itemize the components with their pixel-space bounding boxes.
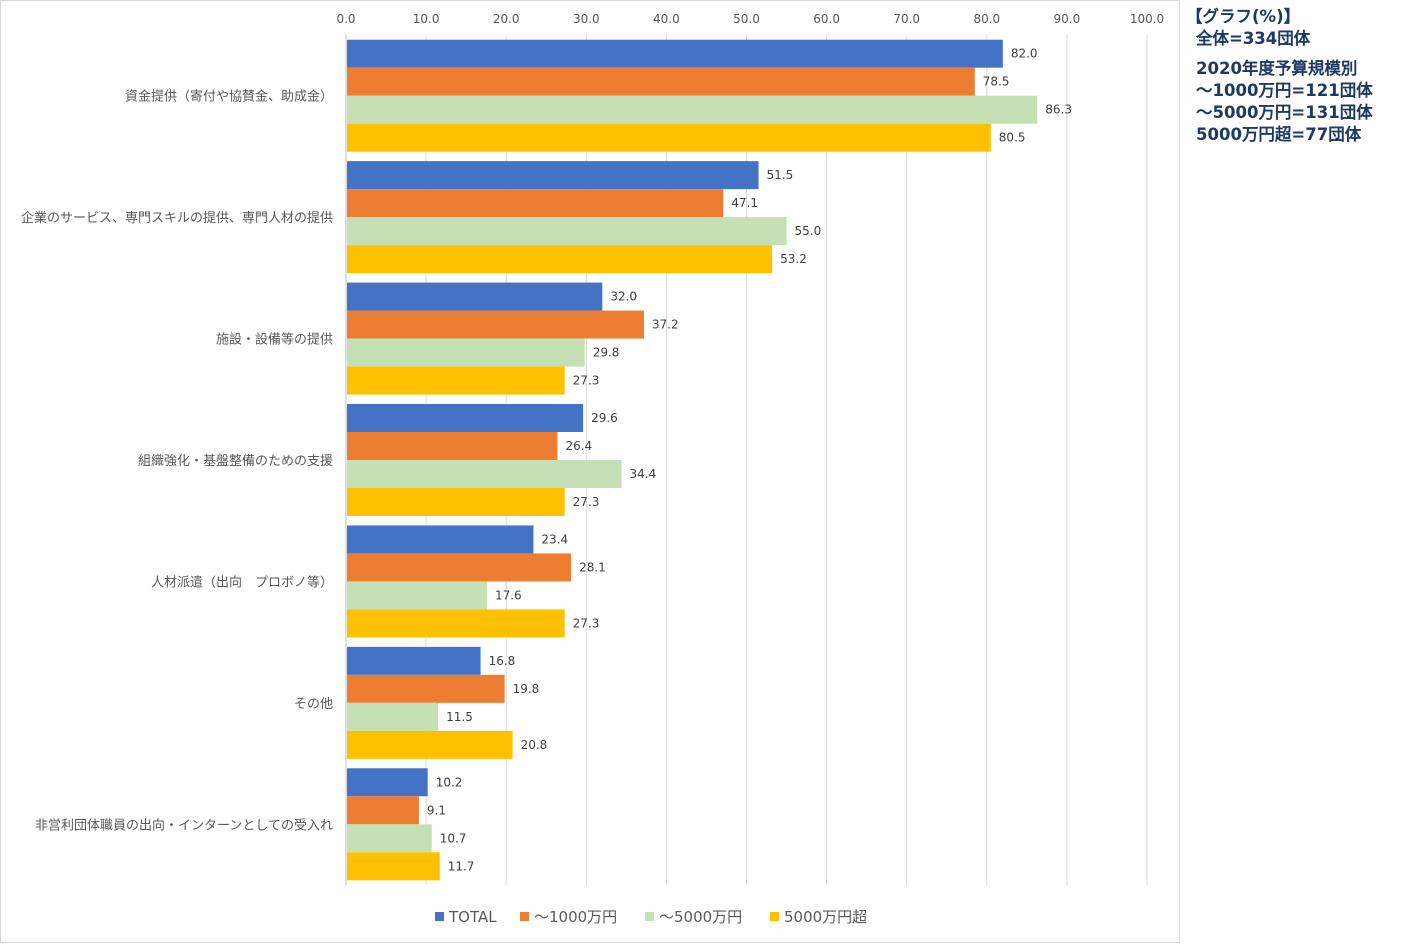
bar [347,123,991,152]
bar [347,366,565,395]
data-label: 53.2 [780,252,807,266]
x-tick-label: 0.0 [336,12,355,26]
data-label: 29.8 [593,346,620,360]
notes-total: 全体=334団体 [1196,29,1311,48]
category-label: 非営利団体職員の出向・インターンとしての受入れ [35,817,333,833]
data-label: 9.1 [427,803,446,817]
data-label: 29.6 [591,411,618,425]
data-label: 32.0 [610,290,637,304]
value-labels: 82.078.5 86.3 80.5 51.5 47.1 55.0 53.2 32.0 37.2… [427,47,1072,874]
bar [347,553,572,582]
x-tick-label: 20.0 [493,12,520,26]
notes-breakdown-title: 2020年度予算規模別 [1196,59,1358,78]
legend-swatch [520,912,529,921]
data-label: 86.3 [1045,103,1072,117]
data-label: 27.3 [573,374,600,388]
data-label: 47.1 [731,196,758,210]
bar [347,338,585,367]
bar [347,460,622,488]
data-label: 82.0 [1011,47,1038,61]
x-tick-label: 90.0 [1054,12,1081,26]
notes-line-3: 5000万円超=77団体 [1196,125,1362,144]
category-label: 人材派遣（出向 プロボノ等） [151,574,333,590]
x-tick-label: 100.0 [1130,12,1164,26]
bar [347,282,603,311]
bar [347,217,787,246]
bar [347,824,432,853]
bar [347,67,975,96]
chart-frame: 0.0 10.0 20.0 30.0 40.0 50.0 60.0 70.0 80.0 90.0 1… [0,0,1180,943]
bar [347,404,584,432]
legend-swatch [435,912,444,921]
notes-line-2: ～5000万円=131団体 [1196,103,1373,122]
bar [347,674,505,703]
notes-title: 【グラフ(%)】 [1186,7,1301,26]
category-labels: 資金提供（寄付や協賛金、助成金） 企業のサービス、専門スキルの提供、専門人材の提供… [21,89,333,834]
bar [347,189,724,218]
category-label: 資金提供（寄付や協賛金、助成金） [125,89,333,105]
data-label: 80.5 [999,131,1026,145]
data-label: 23.4 [541,532,568,546]
legend-label: ～5000万円 [659,908,742,926]
x-tick-label: 60.0 [813,12,840,26]
chart-notes: 【グラフ(%)】 全体=334団体 2020年度予算規模別 ～1000万円=12… [1186,6,1401,146]
data-label: 55.0 [795,224,822,238]
bar [347,852,440,881]
bar [347,161,759,190]
legend-label: 5000万円超 [784,908,867,926]
x-tick-label: 40.0 [653,12,680,26]
data-label: 11.5 [446,710,473,724]
bar [347,646,481,675]
category-label: その他 [294,697,333,712]
x-tick-label: 30.0 [573,12,600,26]
category-label: 企業のサービス、専門スキルの提供、専門人材の提供 [21,210,333,226]
data-label: 16.8 [489,654,516,668]
data-label: 26.4 [565,439,592,453]
legend-label: TOTAL [448,908,497,926]
bars [347,39,1038,881]
data-label: 51.5 [767,168,794,182]
data-label: 37.2 [652,318,679,332]
bar [347,310,644,339]
legend-label: ～1000万円 [534,908,617,926]
bar [347,702,439,731]
data-label: 27.3 [573,495,600,509]
data-label: 78.5 [983,75,1010,89]
x-tick-label: 10.0 [413,12,440,26]
data-label: 10.7 [440,831,467,845]
data-label: 27.3 [573,616,600,630]
data-label: 28.1 [579,560,606,574]
data-label: 34.4 [630,467,657,481]
bar [347,525,534,554]
x-axis-ticks: 0.0 10.0 20.0 30.0 40.0 50.0 60.0 70.0 80.0 90.0 1… [336,12,1164,26]
x-tick-label: 80.0 [973,12,1000,26]
bar [347,95,1038,124]
legend-swatch [770,912,779,921]
bar [347,39,1003,68]
data-label: 20.8 [521,738,548,752]
x-tick-label: 70.0 [893,12,920,26]
data-label: 10.2 [436,775,463,789]
bar [347,581,487,610]
legend: TOTAL ～1000万円 ～5000万円 5000万円超 [435,908,867,926]
data-label: 17.6 [495,588,522,602]
notes-line-1: ～1000万円=121団体 [1196,81,1373,100]
bar-chart: 0.0 10.0 20.0 30.0 40.0 50.0 60.0 70.0 80.0 90.0 1… [21,12,1164,926]
bar [347,768,428,797]
x-tick-label: 50.0 [733,12,760,26]
bar [347,245,773,274]
bar [347,488,565,516]
data-label: 11.7 [448,859,475,873]
bar [347,432,558,460]
bar [347,730,513,759]
category-label: 組織強化・基盤整備のための支援 [138,453,333,469]
data-label: 19.8 [513,682,540,696]
bar [347,796,419,825]
bar [347,609,565,638]
legend-swatch [645,912,654,921]
category-label: 施設・設備等の提供 [216,332,333,348]
